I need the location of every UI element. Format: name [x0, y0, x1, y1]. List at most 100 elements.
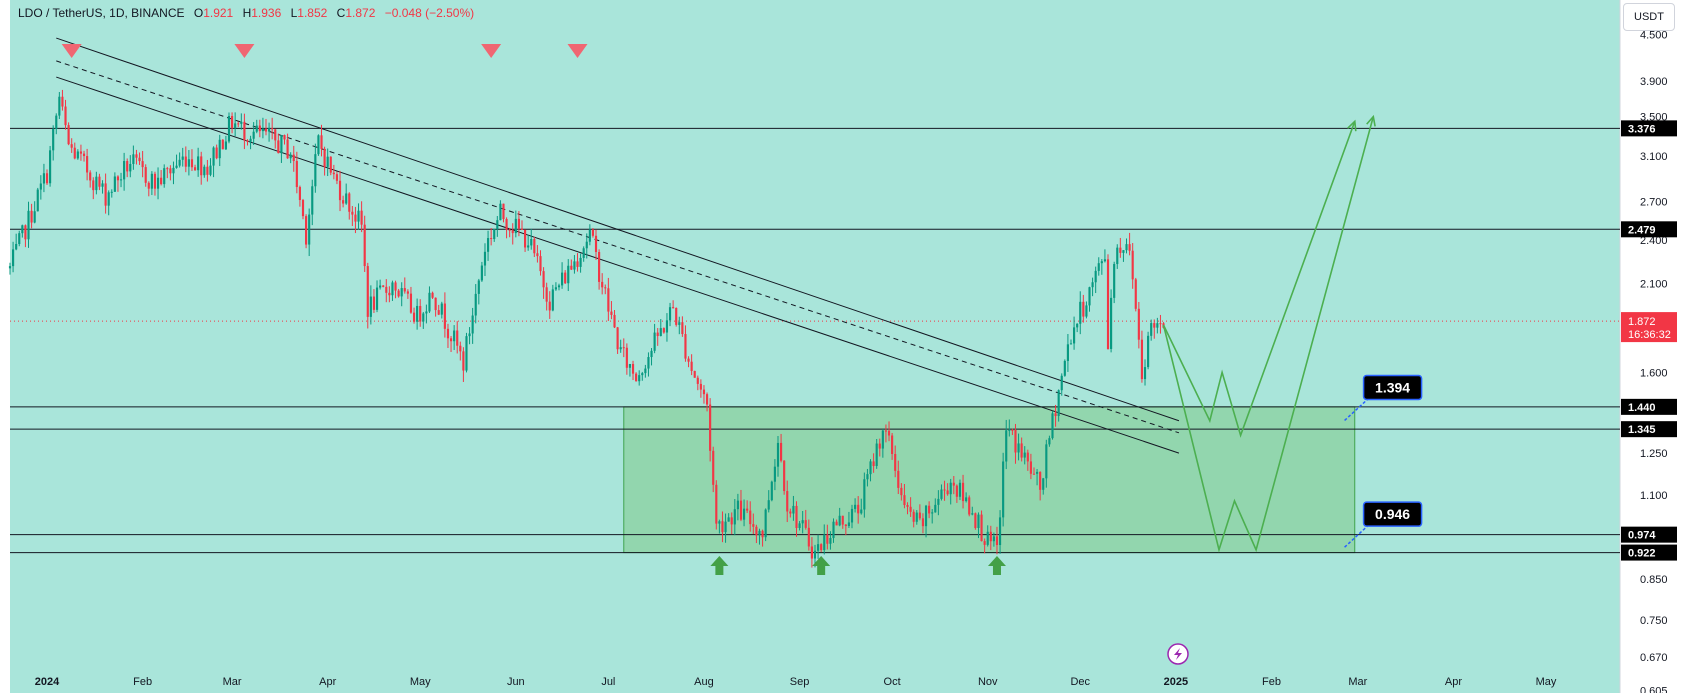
- buy-marker-icon[interactable]: [812, 556, 831, 575]
- candle-body: [27, 210, 30, 240]
- candle-body: [918, 512, 921, 519]
- buy-marker-icon[interactable]: [710, 556, 729, 575]
- candle-body: [218, 139, 221, 159]
- sell-marker-icon[interactable]: [567, 44, 588, 58]
- candle-body: [542, 271, 545, 288]
- candle-body: [1014, 429, 1017, 453]
- callout-box[interactable]: [1362, 501, 1423, 527]
- candle-body: [295, 161, 298, 188]
- candle-body: [1002, 461, 1005, 518]
- candle-body: [900, 487, 903, 496]
- buy-marker-icon[interactable]: [987, 556, 1006, 575]
- projection-path[interactable]: [1162, 116, 1375, 553]
- candle-body: [1131, 250, 1134, 280]
- candle-body: [1039, 471, 1042, 490]
- trend-line[interactable]: [56, 37, 1180, 422]
- candle-body: [709, 404, 712, 451]
- candle-body: [459, 345, 462, 352]
- candle-body: [789, 511, 792, 514]
- candle-body: [841, 515, 844, 525]
- candle-body: [116, 176, 120, 181]
- candle-body: [881, 430, 884, 449]
- candle-body: [989, 531, 992, 542]
- candle-body: [992, 536, 995, 542]
- lightning-icon[interactable]: [1167, 643, 1189, 665]
- candle-body: [937, 498, 940, 505]
- candle-body: [465, 336, 468, 371]
- level-price-tag: [1621, 398, 1677, 415]
- callout-box[interactable]: [1362, 374, 1423, 401]
- candle-body: [573, 261, 576, 270]
- candle-body: [965, 497, 968, 502]
- candle-body: [86, 156, 89, 173]
- candle-body: [422, 313, 425, 322]
- candle-body: [776, 442, 780, 467]
- candle-body: [829, 538, 832, 544]
- candle-body: [264, 128, 268, 132]
- sell-marker-icon[interactable]: [61, 44, 82, 58]
- x-tick-label: Apr: [1445, 676, 1462, 688]
- candle-body: [810, 546, 813, 559]
- candle-body: [190, 159, 194, 168]
- candle-body: [101, 183, 104, 187]
- candle-body: [638, 375, 641, 382]
- candle-body: [977, 514, 980, 529]
- candle-body: [650, 350, 653, 358]
- candle-body: [212, 147, 215, 166]
- candle-body: [311, 186, 314, 215]
- projection-arrowhead: [1366, 114, 1376, 127]
- candle-body: [1032, 473, 1036, 475]
- candle-body: [665, 320, 669, 333]
- level-price-text: 3.376: [1628, 123, 1656, 135]
- candle-body: [271, 128, 274, 130]
- candle-body: [462, 351, 465, 371]
- sell-marker-icon[interactable]: [234, 44, 255, 58]
- candle-body: [224, 141, 227, 150]
- symbol-title[interactable]: LDO / TetherUS, 1D, BINANCE: [18, 6, 185, 20]
- candle-body: [187, 159, 190, 167]
- candle-body: [847, 522, 851, 526]
- currency-selector[interactable]: USDT: [1623, 3, 1675, 31]
- candle-body: [292, 154, 295, 162]
- candle-body: [98, 176, 101, 187]
- candle-body: [724, 521, 727, 533]
- candle-body: [499, 203, 502, 221]
- candle-body: [446, 328, 450, 339]
- candle-body: [958, 482, 962, 497]
- candle-body: [437, 310, 440, 315]
- candle-body: [647, 357, 650, 369]
- candle-body: [132, 154, 135, 164]
- candle-body: [653, 332, 656, 351]
- candle-body: [178, 159, 181, 166]
- trend-line[interactable]: [56, 60, 1180, 434]
- candle-body: [52, 128, 55, 151]
- candle-body: [514, 218, 517, 234]
- candle-body: [746, 508, 749, 511]
- projection-path[interactable]: [1162, 121, 1356, 438]
- candle-body: [135, 154, 138, 158]
- sell-marker-icon[interactable]: [481, 44, 502, 58]
- candle-body: [779, 442, 783, 461]
- candle-body: [107, 192, 110, 206]
- callout-pointer: [1344, 396, 1371, 422]
- candle-body: [335, 174, 339, 181]
- candle-body: [604, 287, 607, 289]
- candle-body: [203, 166, 206, 176]
- candle-body: [1110, 297, 1113, 349]
- candle-body: [887, 430, 891, 436]
- candle-body: [42, 173, 46, 184]
- candle-body: [644, 368, 647, 374]
- candle-body: [798, 523, 801, 528]
- candle-body: [792, 505, 795, 514]
- candle-body: [1156, 323, 1159, 328]
- candle-body: [635, 373, 638, 382]
- candle-body: [520, 228, 524, 230]
- y-tick-label: 0.605: [1640, 685, 1668, 693]
- candle-body: [801, 520, 804, 524]
- candle-body: [496, 220, 499, 230]
- candle-body: [1159, 323, 1162, 325]
- level-price-tag: [1621, 544, 1677, 561]
- candle-body: [163, 168, 166, 185]
- candle-body: [940, 489, 943, 499]
